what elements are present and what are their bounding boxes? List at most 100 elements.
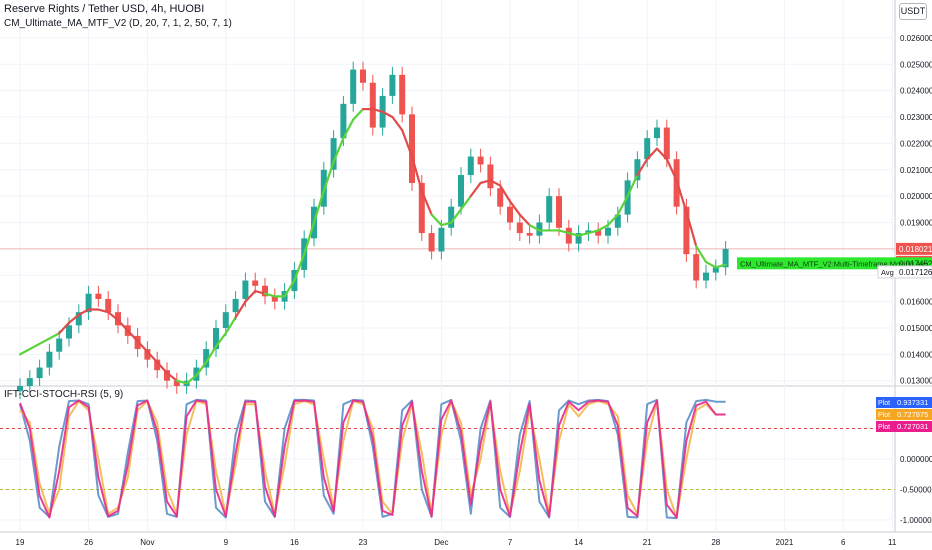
ma-segment bbox=[116, 318, 129, 332]
candle-body bbox=[154, 359, 161, 371]
time-tick-label: 6 bbox=[841, 538, 846, 547]
candles bbox=[17, 61, 729, 400]
avg-value: 0.017126 bbox=[899, 268, 932, 277]
candle-body bbox=[722, 248, 729, 268]
price-tick-label: 0.021000 bbox=[900, 166, 932, 175]
ma-segment bbox=[489, 179, 502, 187]
candle-body bbox=[369, 82, 376, 128]
ma-segment bbox=[646, 147, 659, 161]
candle-body bbox=[203, 349, 210, 368]
candle-body bbox=[507, 206, 513, 223]
price-tick-label: 0.025000 bbox=[900, 60, 932, 69]
candle-body bbox=[75, 312, 82, 326]
ma-segment bbox=[107, 311, 120, 322]
candle-body bbox=[399, 74, 406, 115]
candle-body bbox=[330, 138, 337, 170]
ma-segment bbox=[626, 173, 639, 198]
candle-body bbox=[144, 349, 151, 360]
candle-body bbox=[595, 230, 602, 236]
candle-body bbox=[66, 325, 72, 339]
candle-body bbox=[173, 380, 180, 386]
candle-body bbox=[232, 298, 239, 313]
ma-segment bbox=[126, 329, 139, 343]
time-tick-label: 14 bbox=[574, 538, 583, 547]
ma-segment bbox=[283, 279, 296, 298]
indicator-title[interactable]: CM_Ultimate_MA_MTF_V2 (D, 20, 7, 1, 2, 5… bbox=[4, 18, 232, 29]
candle-body bbox=[683, 206, 690, 255]
candle-body bbox=[526, 233, 533, 236]
ma-segment bbox=[28, 342, 41, 351]
ma-segment bbox=[528, 224, 541, 232]
ma-segment bbox=[410, 155, 423, 192]
ma-segment bbox=[665, 158, 678, 182]
ma-segment bbox=[165, 371, 178, 382]
ma-segment bbox=[254, 289, 267, 295]
ma-segment bbox=[401, 129, 414, 158]
ma-segment bbox=[214, 332, 227, 348]
ma-segment bbox=[312, 189, 325, 224]
ma-segment bbox=[685, 210, 698, 248]
ma-segment bbox=[185, 374, 198, 385]
ma-segment bbox=[508, 200, 521, 216]
candle-body bbox=[536, 222, 543, 236]
oscillator-title[interactable]: IFT-CCI-STOCH-RSI (5, 9) bbox=[4, 389, 124, 400]
price-axis: 0.026000 0.025000 0.024000 0.023000 0.022000… bbox=[16, 34, 932, 547]
price-tick-label: 0.022000 bbox=[900, 139, 932, 148]
candle-body bbox=[556, 196, 562, 228]
candle-body bbox=[222, 312, 229, 328]
ma-segment bbox=[655, 147, 668, 161]
candle-body bbox=[105, 298, 112, 313]
osc-tick-label: 0.000000 bbox=[900, 455, 932, 464]
candle-body bbox=[634, 159, 641, 181]
candle-body bbox=[418, 182, 425, 234]
ma-segment bbox=[469, 181, 482, 198]
osc-tag-label: Plot bbox=[878, 400, 890, 407]
ma-segment bbox=[303, 221, 316, 256]
avg-label: Avg bbox=[881, 268, 894, 277]
candle-body bbox=[428, 233, 435, 252]
ma-segment bbox=[675, 179, 688, 214]
candle-body bbox=[565, 227, 572, 244]
price-tick-label: 0.026000 bbox=[900, 34, 932, 43]
osc-tag-3 bbox=[876, 421, 932, 432]
ma-segment bbox=[420, 189, 433, 216]
ma-segment bbox=[587, 229, 600, 235]
ma-segment bbox=[195, 361, 208, 377]
time-tick-label: Dec bbox=[434, 538, 448, 547]
price-tick-label: 0.024000 bbox=[900, 87, 932, 96]
symbol-title: Reserve Rights / Tether USD, 4h, HUOBI bbox=[4, 3, 205, 15]
candle-body bbox=[36, 367, 43, 379]
ma-segment bbox=[371, 108, 384, 113]
time-tick-label: 21 bbox=[643, 538, 652, 547]
ma-segment bbox=[479, 179, 492, 185]
ma-segment bbox=[391, 115, 404, 132]
candle-body bbox=[46, 351, 53, 368]
candle-body bbox=[95, 293, 102, 299]
ma-segment bbox=[695, 245, 708, 264]
osc-tag-value: 0.937331 bbox=[897, 398, 928, 407]
ma-segment bbox=[18, 347, 31, 356]
oscillator-lines bbox=[19, 398, 726, 520]
price-tick-label: 0.015000 bbox=[900, 324, 932, 333]
osc-tag-label: Plot bbox=[878, 412, 890, 419]
ma-segment bbox=[175, 379, 188, 385]
candle-body bbox=[26, 378, 33, 386]
ma-segment bbox=[322, 160, 335, 192]
time-tick-label: 11 bbox=[888, 538, 897, 547]
ma-segment bbox=[332, 137, 345, 163]
ma-segment bbox=[636, 158, 649, 177]
ma-label-value: 0.017452 bbox=[899, 259, 932, 268]
candle-body bbox=[17, 386, 23, 392]
currency-button[interactable]: USDT bbox=[899, 3, 927, 20]
ma-segment bbox=[97, 308, 110, 314]
ma-segment bbox=[263, 292, 276, 298]
ma-segment bbox=[48, 332, 61, 340]
time-tick-label: 7 bbox=[508, 538, 513, 547]
ma-segment bbox=[156, 361, 169, 374]
ma-segment bbox=[616, 195, 629, 216]
candle-body bbox=[497, 188, 504, 207]
time-tick-label: 9 bbox=[224, 538, 229, 547]
osc-tag-label: Plot bbox=[878, 424, 890, 431]
candle-body bbox=[703, 272, 709, 281]
